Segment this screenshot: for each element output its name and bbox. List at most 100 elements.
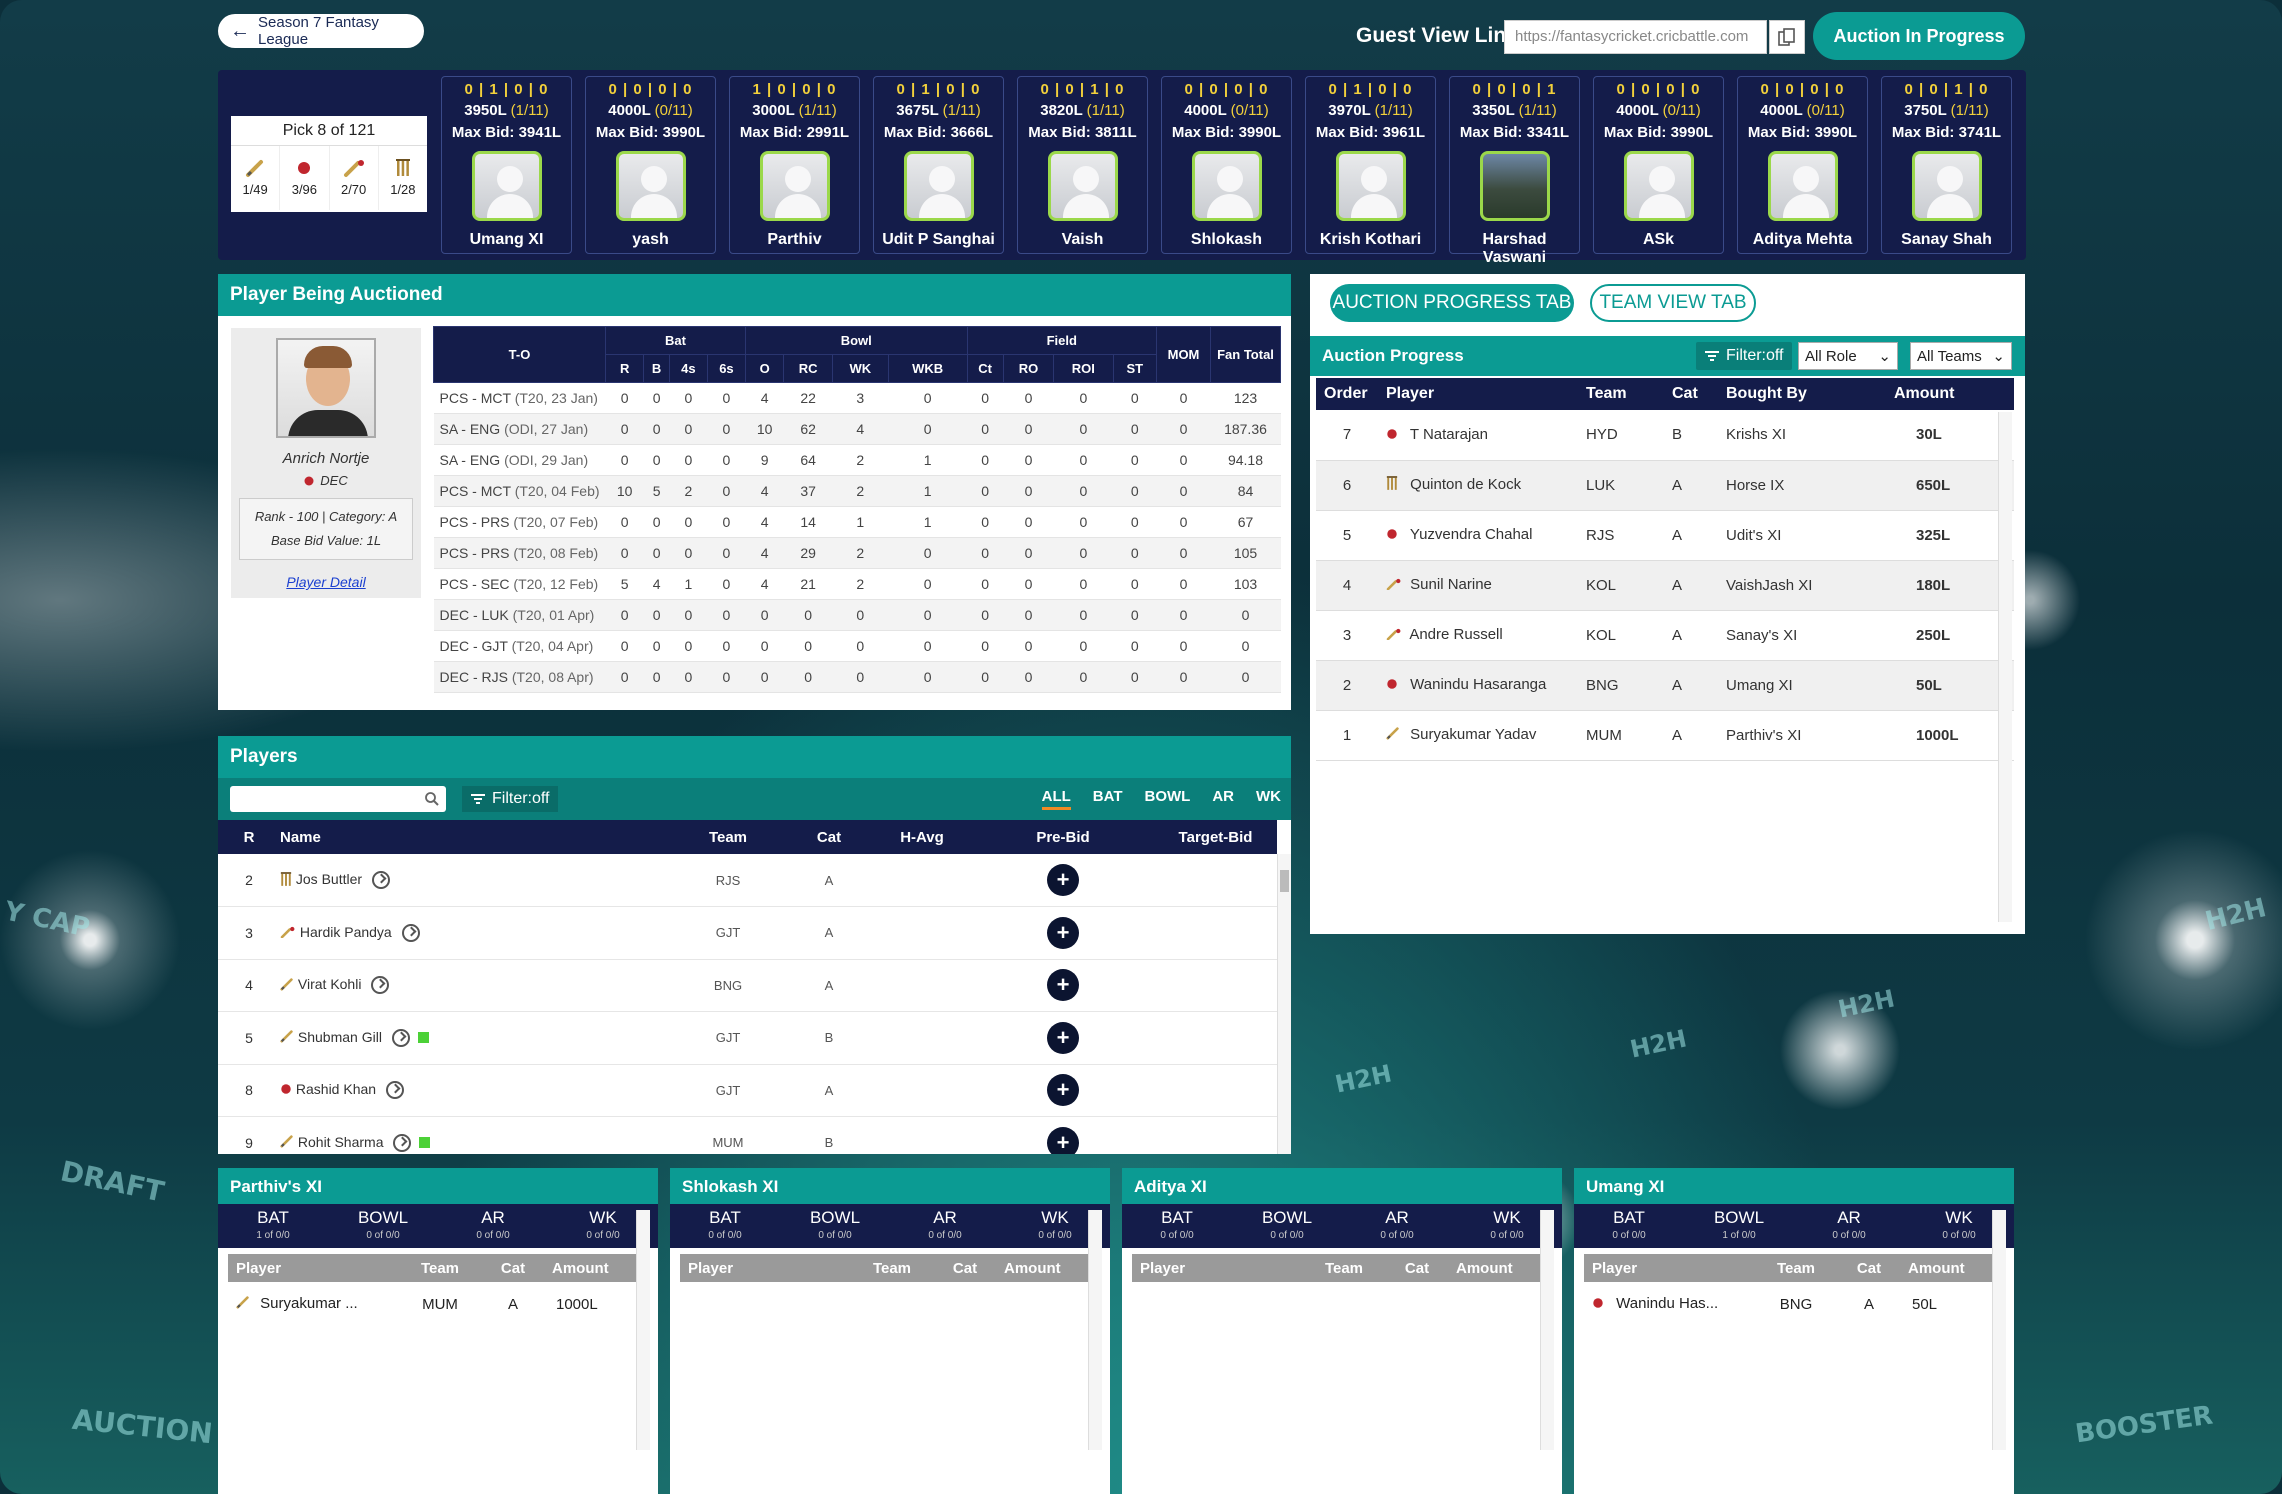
progress-filter-button[interactable]: Filter:off — [1696, 342, 1792, 370]
add-pre-bid-button[interactable]: + — [1047, 969, 1079, 1002]
squad-player-amount: 1000L — [556, 1295, 598, 1313]
stat-value: 0 — [745, 630, 784, 662]
team-record: 0 | 1 | 0 | 0 — [464, 81, 549, 98]
stat-value: 0 — [707, 444, 746, 476]
swap-icon[interactable] — [391, 1028, 410, 1047]
squad-scrollbar[interactable] — [1992, 1210, 2006, 1450]
progress-cat: A — [1664, 460, 1718, 511]
team-budget: 3950L (1/11) — [464, 102, 549, 119]
team-record: 1 | 0 | 0 | 0 — [752, 81, 837, 98]
team-card[interactable]: 0 | 0 | 0 | 0 4000L (0/11) Max Bid: 3990… — [1161, 76, 1292, 254]
squad-player-cat: A — [1863, 1295, 1874, 1313]
progress-column-header: Player — [1378, 378, 1578, 410]
player-pre-bid: + — [972, 1064, 1154, 1117]
team-card[interactable]: 0 | 0 | 0 | 0 4000L (0/11) Max Bid: 3990… — [1593, 76, 1724, 254]
pick-wk-count: 1/28 — [379, 146, 427, 210]
add-pre-bid-button[interactable]: + — [1047, 916, 1079, 949]
swap-icon[interactable] — [372, 871, 391, 889]
add-pre-bid-button[interactable]: + — [1047, 1126, 1079, 1154]
progress-scrollbar[interactable] — [1998, 412, 2012, 922]
player-target-bid — [1154, 1011, 1277, 1065]
chevron-down-icon: ⌄ — [1992, 348, 2005, 365]
team-select[interactable]: All Teams ⌄ — [1910, 342, 2012, 370]
team-avatar — [903, 151, 974, 221]
stat-value: 29 — [783, 537, 833, 569]
player-target-bid — [1154, 1064, 1277, 1117]
stat-value: 2 — [832, 537, 889, 569]
player-team: GJT — [670, 906, 786, 960]
team-card[interactable]: 0 | 1 | 0 | 0 3970L (1/11) Max Bid: 3961… — [1305, 76, 1436, 254]
swap-icon[interactable] — [393, 1133, 412, 1152]
progress-cat: A — [1664, 660, 1718, 711]
player-row: 4 Virat Kohli BNG A + — [218, 959, 1277, 1012]
tab-auction-progress[interactable]: AUCTION PROGRESS TAB — [1330, 284, 1574, 322]
stat-value: 0 — [707, 537, 746, 569]
stat-value: 0 — [605, 382, 644, 414]
team-max-bid: Max Bid: 3990L — [1171, 124, 1282, 141]
role-select[interactable]: All Role ⌄ — [1798, 342, 1898, 370]
progress-bought-by: Udit's XI — [1718, 510, 1886, 561]
add-pre-bid-button[interactable]: + — [1047, 1021, 1079, 1054]
flag-icon — [419, 1137, 431, 1149]
player-pre-bid: + — [972, 1011, 1154, 1065]
progress-amount: 180L — [1886, 560, 2014, 611]
team-card[interactable]: 0 | 0 | 1 | 0 3820L (1/11) Max Bid: 3811… — [1017, 76, 1148, 254]
role-tab-ar[interactable]: AR — [1212, 788, 1234, 805]
player-photo — [276, 338, 376, 438]
stat-value: 0 — [1113, 568, 1157, 600]
team-card[interactable]: 0 | 0 | 0 | 0 4000L (0/11) Max Bid: 3990… — [1737, 76, 1868, 254]
players-filter-button[interactable]: Filter:off — [462, 786, 558, 812]
swap-icon[interactable] — [386, 1081, 405, 1100]
player-detail-link[interactable]: Player Detail — [286, 574, 366, 590]
add-pre-bid-button[interactable]: + — [1047, 1074, 1079, 1107]
team-card[interactable]: 0 | 0 | 0 | 0 4000L (0/11) Max Bid: 3990… — [585, 76, 716, 254]
stat-value: 0 — [888, 537, 968, 569]
auction-status-button[interactable]: Auction In Progress — [1813, 12, 2025, 60]
player-rank: 8 — [218, 1064, 280, 1117]
team-card[interactable]: 0 | 0 | 1 | 0 3750L (1/11) Max Bid: 3741… — [1881, 76, 2012, 254]
team-card[interactable]: 1 | 0 | 0 | 0 3000L (1/11) Max Bid: 2991… — [729, 76, 860, 254]
add-pre-bid-button[interactable]: + — [1047, 864, 1079, 896]
stat-value: 10 — [745, 413, 784, 445]
team-record: 0 | 0 | 1 | 0 — [1904, 81, 1989, 98]
squad-role-ar: AR 0 of 0/0 — [928, 1208, 962, 1241]
team-max-bid: Max Bid: 3990L — [595, 124, 706, 141]
player-search-input[interactable] — [230, 786, 446, 812]
role-tab-bat[interactable]: BAT — [1092, 788, 1123, 805]
stat-value: 0 — [967, 382, 1004, 414]
stats-row: PCS - SEC (T20, 12 Feb) 5 4 1 0 4 21 2 0 0 0 0 0 0 103 — [433, 568, 1281, 600]
tab-team-view[interactable]: TEAM VIEW TAB — [1590, 284, 1756, 322]
stat-value: 0 — [1053, 444, 1114, 476]
ball-icon — [1593, 1298, 1603, 1308]
player-rank: 9 — [218, 1116, 280, 1154]
stat-value: 0 — [1003, 413, 1054, 445]
progress-bought-by: VaishJash XI — [1718, 560, 1886, 611]
stat-value: 0 — [643, 537, 670, 569]
player-being-auctioned-panel: Player Being Auctioned Anrich Nortje DEC… — [218, 274, 1291, 710]
guest-link-field[interactable]: https://fantasycricket.cricbattle.com — [1504, 20, 1767, 54]
role-tab-bowl[interactable]: BOWL — [1144, 788, 1191, 805]
stat-value: 0 — [1113, 382, 1157, 414]
swap-icon[interactable] — [401, 923, 420, 942]
role-tab-wk[interactable]: WK — [1256, 788, 1281, 805]
team-card[interactable]: 0 | 1 | 0 | 0 3950L (1/11) Max Bid: 3941… — [441, 76, 572, 254]
players-scrollbar[interactable] — [1277, 854, 1291, 1154]
role-tab-all[interactable]: ALL — [1041, 788, 1071, 810]
stat-value: 0 — [605, 630, 644, 662]
squad-scrollbar[interactable] — [1088, 1210, 1102, 1450]
stats-row: SA - ENG (ODI, 27 Jan) 0 0 0 0 10 62 4 0 0 0 0 0 0 187… — [433, 413, 1281, 445]
squad-scrollbar[interactable] — [1540, 1210, 1554, 1450]
back-to-league-button[interactable]: ← Season 7 Fantasy League — [218, 14, 424, 48]
match-label: DEC - LUK (T20, 01 Apr) — [433, 599, 606, 631]
stat-value: 0 — [707, 506, 746, 538]
copy-link-button[interactable] — [1769, 20, 1805, 54]
squad-col-amount: Amount — [1448, 1254, 1542, 1282]
squad-panel: Shlokash XI BAT 0 of 0/0 BOWL 0 of 0/0 AR 0 o… — [670, 1168, 1110, 1494]
swap-icon[interactable] — [371, 976, 390, 995]
progress-row: 7 T Natarajan HYD B Krishs XI 30L — [1316, 410, 2014, 461]
team-card[interactable]: 0 | 1 | 0 | 0 3675L (1/11) Max Bid: 3666… — [873, 76, 1004, 254]
team-card[interactable]: 0 | 0 | 0 | 1 3350L (1/11) Max Bid: 3341… — [1449, 76, 1580, 266]
squad-scrollbar[interactable] — [636, 1210, 650, 1450]
stat-value: 0 — [643, 413, 670, 445]
stat-value: 0 — [1053, 599, 1114, 631]
